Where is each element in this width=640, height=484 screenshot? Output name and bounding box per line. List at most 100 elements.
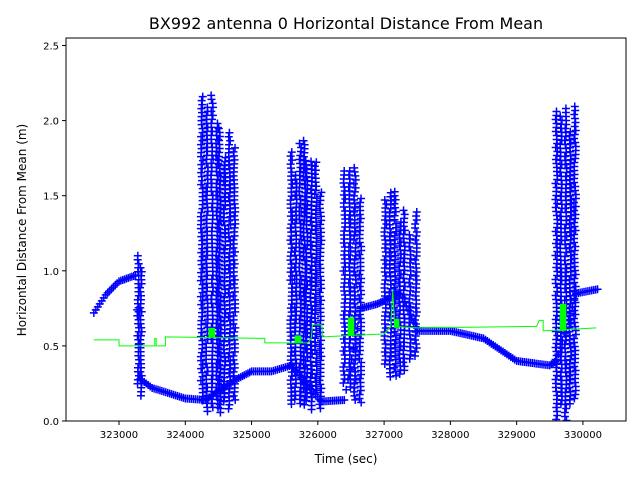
data-point-marker	[286, 256, 295, 265]
data-point-marker	[571, 330, 580, 339]
data-point-marker	[214, 300, 223, 309]
data-point-marker	[229, 391, 238, 400]
data-point-marker	[406, 310, 415, 319]
y-axis: 0.0 0.5 1.0 1.5 2.0 2.5	[43, 42, 66, 428]
data-point-marker	[295, 191, 304, 200]
data-point-marker	[311, 274, 320, 283]
data-point-marker	[390, 363, 399, 372]
data-point-marker	[287, 176, 296, 185]
data-point-marker	[570, 122, 579, 131]
data-point-marker	[317, 352, 326, 361]
data-point-marker	[295, 367, 304, 376]
data-point-marker	[220, 161, 229, 170]
data-point-marker	[355, 210, 364, 219]
data-point-marker	[357, 194, 366, 203]
data-point-marker	[219, 177, 228, 186]
data-point-marker	[231, 307, 240, 316]
data-point-marker	[311, 358, 320, 367]
data-point-marker	[412, 268, 421, 277]
data-point-marker	[136, 303, 145, 312]
data-point-marker	[231, 395, 240, 404]
data-point-marker	[406, 254, 415, 263]
data-point-marker	[386, 372, 395, 381]
data-point-marker	[316, 232, 325, 241]
data-point-marker	[345, 343, 354, 352]
data-point-marker	[301, 360, 310, 369]
data-point-marker	[395, 369, 404, 378]
data-point-marker	[287, 400, 296, 409]
data-point-marker	[551, 127, 560, 136]
data-point-marker	[357, 246, 366, 255]
data-point-marker	[311, 290, 320, 299]
data-point-marker	[301, 300, 310, 309]
data-point-marker	[340, 395, 349, 404]
data-point-marker	[411, 316, 420, 325]
data-point-marker	[346, 283, 355, 292]
data-point-marker	[226, 220, 235, 229]
data-point-marker	[566, 139, 575, 148]
data-point-marker	[565, 383, 574, 392]
data-point-marker	[553, 199, 562, 208]
data-point-marker	[231, 143, 240, 152]
data-point-marker	[220, 169, 229, 178]
data-point-marker	[344, 243, 353, 252]
data-point-marker	[220, 305, 229, 314]
data-point-marker	[317, 216, 326, 225]
data-point-marker	[552, 263, 561, 272]
data-point-marker	[552, 111, 561, 120]
data-point-marker	[111, 281, 120, 290]
data-point-marker	[221, 201, 230, 210]
data-point-marker	[391, 359, 400, 368]
data-point-marker	[351, 175, 360, 184]
data-point-marker	[571, 214, 580, 223]
data-point-marker	[224, 352, 233, 361]
data-point-marker	[225, 368, 234, 377]
data-point-marker	[390, 215, 399, 224]
data-point-marker	[411, 312, 420, 321]
data-point-marker	[136, 391, 145, 400]
data-point-marker	[317, 296, 326, 305]
data-point-marker	[410, 352, 419, 361]
data-point-marker	[229, 243, 238, 252]
data-point-marker	[356, 386, 365, 395]
data-point-marker	[316, 272, 325, 281]
data-point-marker	[566, 239, 575, 248]
data-point-marker	[225, 216, 234, 225]
data-point-marker	[571, 186, 580, 195]
data-point-marker	[399, 358, 408, 367]
data-point-marker	[344, 279, 353, 288]
data-point-marker	[406, 302, 415, 311]
data-point-marker	[562, 416, 571, 421]
data-point-marker	[391, 203, 400, 212]
data-point-marker	[295, 203, 304, 212]
data-point-marker	[197, 160, 206, 169]
data-point-marker	[315, 348, 324, 357]
data-point-marker	[137, 267, 146, 276]
data-point-marker	[350, 187, 359, 196]
data-point-marker	[350, 311, 359, 320]
data-point-marker	[310, 162, 319, 171]
data-point-marker	[219, 385, 228, 394]
data-point-marker	[349, 207, 358, 216]
green-series-line	[93, 290, 597, 347]
data-point-marker	[302, 192, 311, 201]
data-point-marker	[315, 340, 324, 349]
data-point-marker	[312, 370, 321, 379]
data-point-marker	[303, 184, 312, 193]
data-point-marker	[565, 179, 574, 188]
data-point-marker	[136, 263, 145, 272]
data-point-marker	[385, 268, 394, 277]
data-point-marker	[229, 291, 238, 300]
data-point-marker	[405, 342, 414, 351]
data-point-marker	[405, 314, 414, 323]
data-point-marker	[295, 215, 304, 224]
data-point-marker	[342, 385, 351, 394]
data-point-marker	[316, 372, 325, 381]
data-point-marker	[301, 180, 310, 189]
data-point-marker	[198, 304, 207, 313]
data-point-marker	[226, 212, 235, 221]
data-point-marker	[357, 370, 366, 379]
data-point-marker	[356, 302, 365, 311]
data-point-marker	[137, 307, 146, 316]
data-point-marker	[565, 135, 574, 144]
